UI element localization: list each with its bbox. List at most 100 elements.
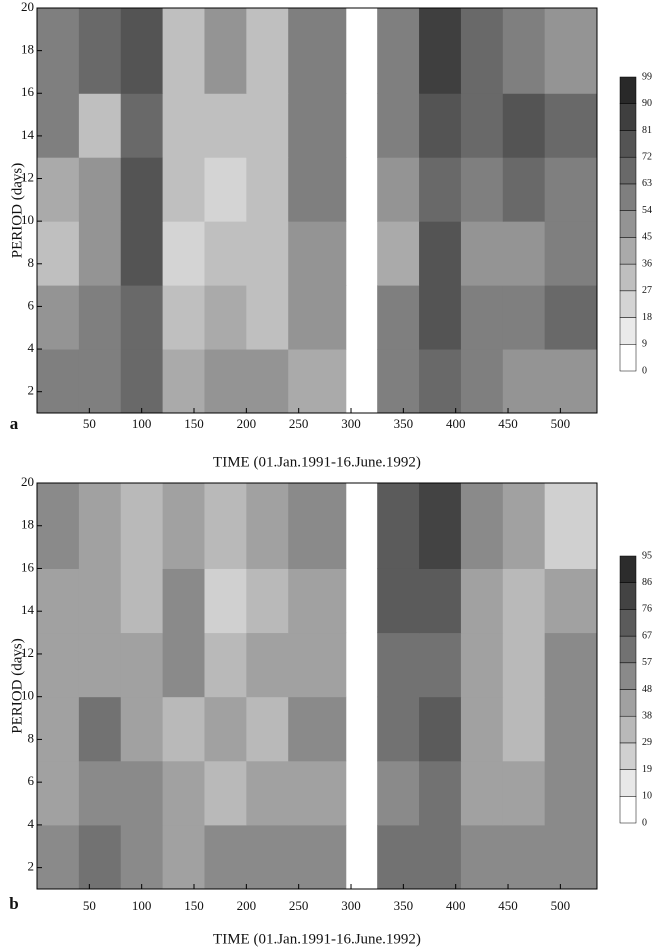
heat-cell [204,824,247,890]
heat-cell [460,349,504,414]
heat-cell [377,221,420,286]
heat-cell [502,696,546,762]
heat-cell [419,568,462,634]
heat-cell [419,760,462,826]
x-tick-label: 250 [289,416,309,431]
heat-cell [120,8,164,94]
heat-cell [502,349,546,414]
heat-cell [288,483,347,569]
heat-cell [78,221,122,286]
x-tick-label: 300 [341,898,361,913]
heat-cell [246,221,289,286]
heat-cell [419,632,462,698]
heat-cell [460,568,504,634]
y-tick-label: 12 [21,170,34,185]
heat-cell [288,696,347,762]
heat-cell [162,93,205,158]
colorbar-box [619,582,637,610]
heat-cell [288,157,347,222]
heat-cell [246,93,289,158]
heat-cell [246,696,289,762]
heat-cell [78,93,122,158]
y-tick-label: 6 [28,297,35,312]
colorbar-box [619,210,637,238]
heat-cell [246,632,289,698]
y-tick-label: 4 [28,816,35,831]
colorbar-box [619,130,637,158]
y-tick-label: 10 [21,688,34,703]
heat-cell [460,483,504,569]
heat-cell [377,8,420,94]
x-tick-label: 400 [446,416,466,431]
heat-cell [37,483,80,569]
heat-cell [377,157,420,222]
heat-cell [288,568,347,634]
heat-cell [419,285,462,350]
heat-cell [78,760,122,826]
colorbar-label: 57 [642,657,652,668]
colorbar-box [619,662,637,690]
y-tick-label: 16 [21,84,35,99]
colorbar-label: 95 [642,550,652,561]
heat-cell [502,760,546,826]
heat-cell [37,696,80,762]
heat-cell [246,483,289,569]
colorbar-label: 38 [642,710,652,721]
heat-cell [78,483,122,569]
heat-cell [162,632,205,698]
x-tick-label: 100 [132,416,152,431]
y-tick-label: 4 [28,340,35,355]
heat-cell [460,696,504,762]
heat-cell [460,632,504,698]
heat-cell [162,8,205,94]
heat-cell [78,349,122,414]
y-tick-label: 14 [21,127,35,142]
heat-cell [502,824,546,890]
colorbar-box [619,769,637,797]
heat-cell [377,568,420,634]
y-tick-label: 20 [21,0,34,14]
heat-cell [204,8,247,94]
heat-cell [544,760,598,826]
heat-cell [288,93,347,158]
heat-cell [544,632,598,698]
heat-cell [419,8,462,94]
heat-cell [502,221,546,286]
heat-cell [544,93,598,158]
heat-cell [78,285,122,350]
x-tick-label: 300 [341,416,361,431]
heat-cell [204,221,247,286]
heat-cell [204,568,247,634]
colorbar-label: 86 [642,577,652,588]
heat-cell [377,632,420,698]
heat-cell [78,8,122,94]
heat-cell [419,483,462,569]
y-tick-label: 18 [21,42,34,57]
colorbar-label: 67 [642,630,652,641]
colorbar-label: 72 [642,151,652,162]
heat-cell [377,483,420,569]
heat-cell [460,221,504,286]
colorbar-label: 27 [642,285,652,296]
colorbar-label: 90 [642,98,652,109]
x-tick-label: 450 [498,898,518,913]
heat-cell [246,568,289,634]
colorbar-label: 19 [642,764,652,775]
colorbar-box [619,609,637,637]
y-axis-label: PERIOD (days) [9,163,25,258]
x-tick-label: 50 [83,898,96,913]
colorbar-label: 54 [642,205,652,216]
heat-cell [377,93,420,158]
x-tick-label: 150 [184,898,204,913]
heat-cell [246,157,289,222]
colorbar-box [619,715,637,744]
heat-cell [288,349,347,414]
heat-cell [460,824,504,890]
heat-cell [288,8,347,94]
heat-cell [419,157,462,222]
panel-label: b [9,894,18,913]
heat-cell [162,285,205,350]
heat-cell [460,8,504,94]
heat-cell [37,93,80,158]
